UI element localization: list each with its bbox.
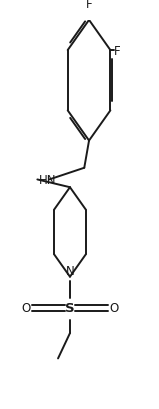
Text: F: F — [114, 45, 121, 57]
Text: O: O — [21, 301, 30, 315]
Text: O: O — [110, 301, 119, 315]
Text: S: S — [65, 301, 75, 315]
Text: HN: HN — [39, 173, 56, 187]
Text: N: N — [66, 265, 74, 278]
Text: F: F — [86, 0, 92, 11]
